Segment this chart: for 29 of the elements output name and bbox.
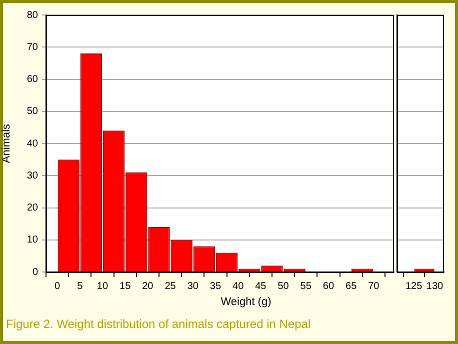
- x-tick-label: 50: [278, 280, 290, 292]
- x-tick-label: 70: [368, 280, 380, 292]
- x-tick-label: 35: [210, 280, 222, 292]
- x-tick-label: 5: [77, 280, 84, 292]
- x-tick-label: 65: [346, 280, 358, 292]
- y-tick-label: 50: [26, 106, 38, 118]
- y-tick-label: 80: [26, 10, 38, 21]
- x-tick-label: 45: [255, 280, 267, 292]
- x-tick-label: 0: [54, 280, 61, 292]
- x-tick-label: 15: [120, 280, 132, 292]
- y-axis-title: Animals: [0, 123, 13, 164]
- x-tick-label: 20: [142, 280, 154, 292]
- y-tick-label: 0: [32, 266, 38, 278]
- caption: Figure 2. Weight distribution of animals captured in Nepal: [6, 317, 311, 331]
- x-tick-label: 30: [187, 280, 199, 292]
- x-tick-label: 130: [426, 280, 444, 292]
- x-tick-label: 60: [322, 280, 334, 292]
- x-tick-label: 10: [96, 280, 108, 292]
- y-tick-label: 60: [26, 74, 38, 85]
- x-tick-label: 55: [300, 280, 312, 292]
- y-tick-label: 20: [26, 202, 38, 214]
- y-tick-label: 10: [26, 234, 38, 246]
- x-tick-label: 25: [164, 280, 176, 292]
- x-tick-label: 40: [232, 280, 244, 292]
- x-axis-title: Weight (g): [220, 296, 272, 308]
- x-tick-label: 125: [405, 280, 423, 292]
- y-tick-label: 70: [26, 42, 38, 53]
- y-tick-label: 30: [26, 170, 38, 182]
- y-tick-label: 40: [26, 138, 38, 150]
